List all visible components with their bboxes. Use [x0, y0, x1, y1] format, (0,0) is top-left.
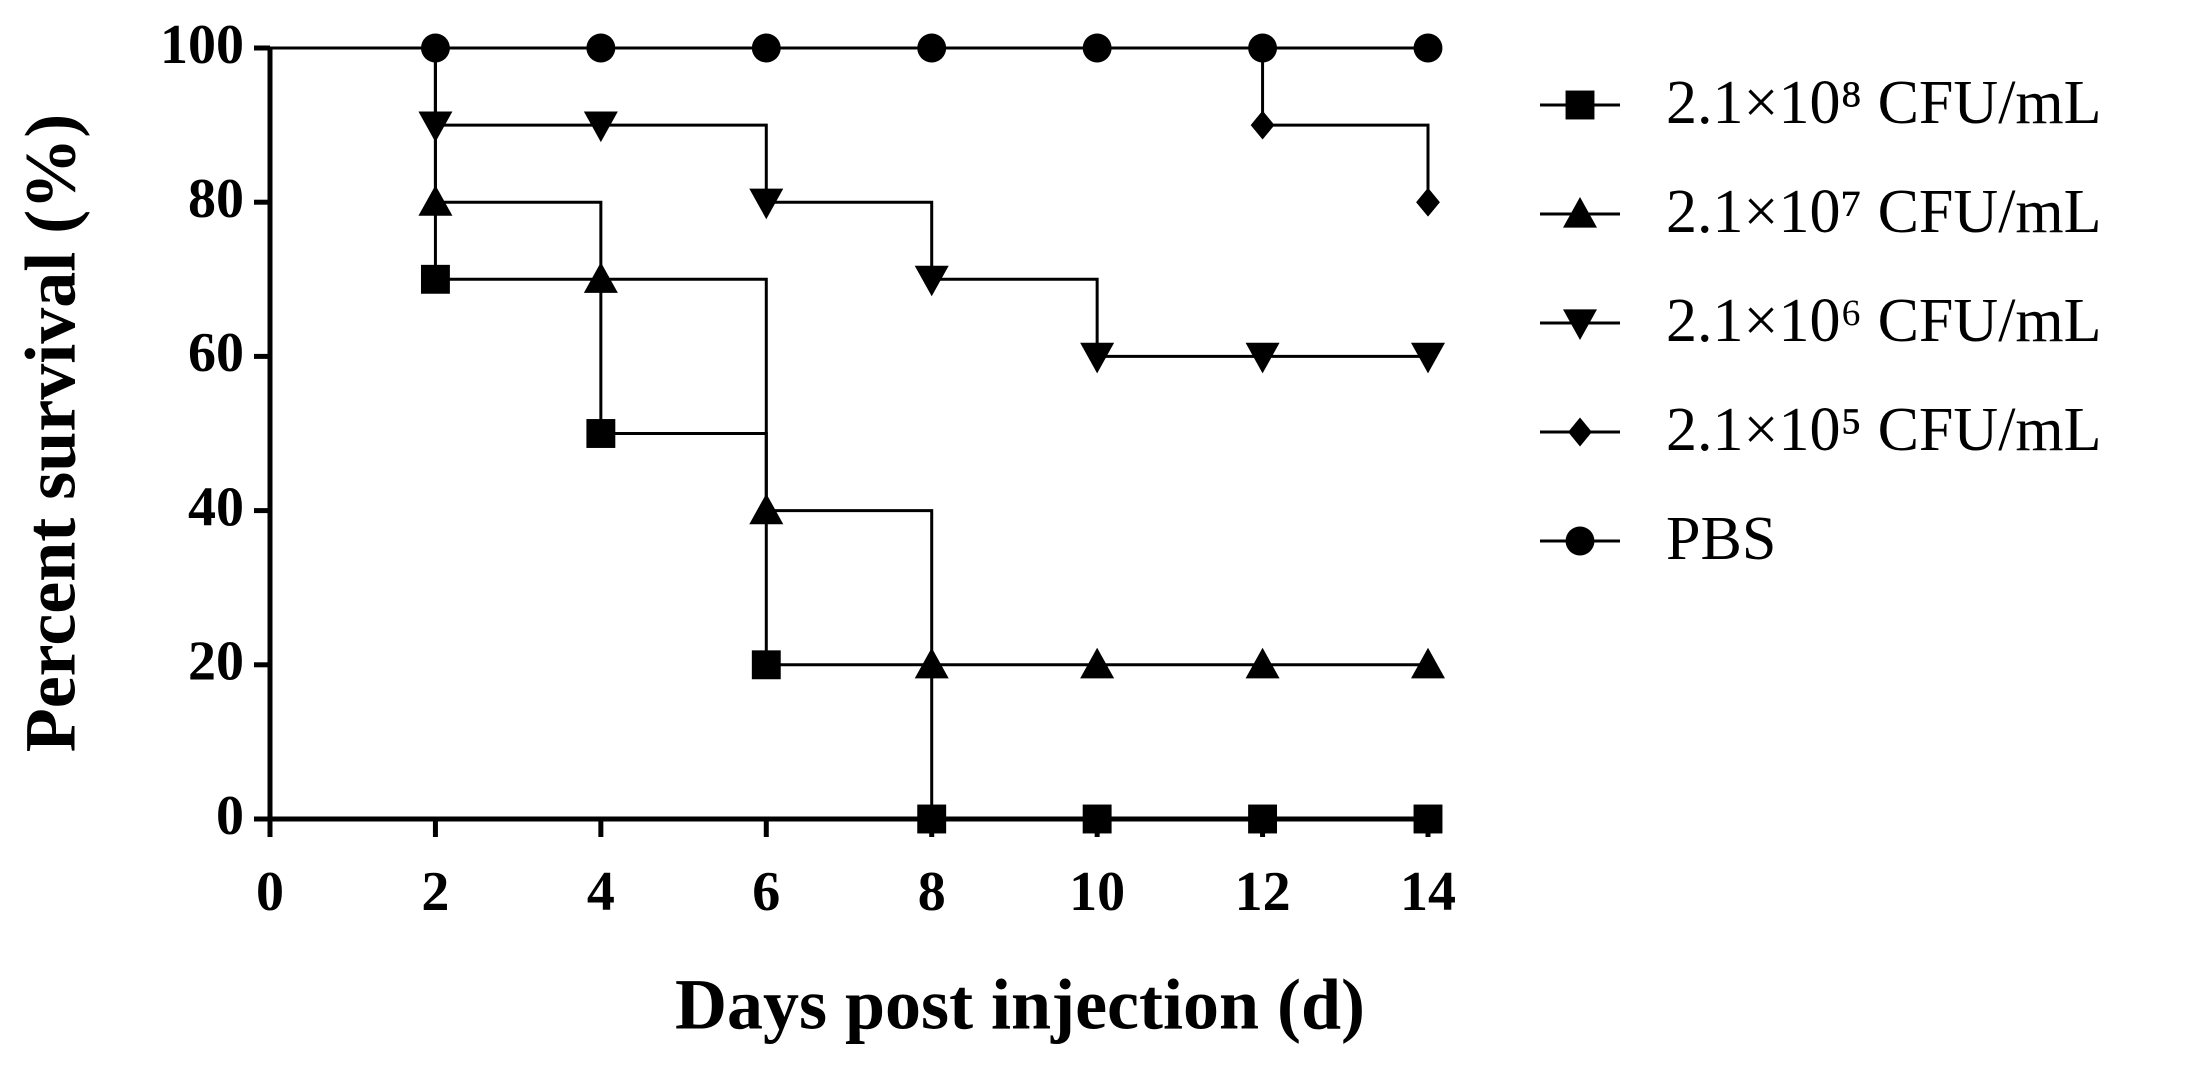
- marker: [1411, 342, 1445, 374]
- legend-label: 2.1×10⁷ CFU/mL: [1666, 178, 2102, 246]
- marker: [1411, 647, 1445, 679]
- x-tick-label: 4: [587, 861, 615, 923]
- y-tick-label: 0: [216, 785, 244, 847]
- marker: [1248, 33, 1278, 63]
- legend-marker: [1563, 197, 1597, 228]
- survival-line: [270, 46, 1428, 667]
- marker: [418, 185, 453, 216]
- x-tick-label: 10: [1069, 861, 1125, 923]
- marker: [1245, 647, 1280, 679]
- x-tick-label: 12: [1235, 861, 1291, 923]
- marker: [1080, 647, 1115, 679]
- survival-line: [270, 46, 1428, 821]
- marker: [586, 33, 616, 63]
- x-tick-label: 8: [918, 861, 946, 923]
- marker: [751, 650, 781, 680]
- marker: [1082, 804, 1112, 834]
- legend-marker: [1568, 417, 1592, 447]
- legend-marker: [1565, 526, 1595, 556]
- marker: [749, 493, 784, 525]
- x-tick-label: 6: [752, 861, 780, 923]
- marker: [420, 264, 450, 294]
- marker: [1413, 804, 1443, 834]
- marker: [914, 647, 949, 679]
- marker: [420, 33, 450, 63]
- marker: [917, 33, 947, 63]
- marker: [1080, 342, 1115, 374]
- marker: [583, 111, 618, 143]
- y-tick-label: 100: [160, 14, 244, 76]
- y-tick-label: 80: [188, 168, 244, 230]
- y-axis-title: Percent survival (%): [11, 114, 91, 753]
- y-tick-label: 40: [188, 476, 244, 538]
- marker: [586, 419, 616, 448]
- x-axis-title: Days post injection (d): [675, 965, 1365, 1045]
- legend-label: 2.1×10⁵ CFU/mL: [1666, 396, 2102, 464]
- legend-label: 2.1×10⁸ CFU/mL: [1666, 69, 2102, 137]
- marker: [1245, 342, 1280, 374]
- marker: [917, 804, 947, 834]
- marker: [418, 111, 453, 143]
- legend-label: PBS: [1666, 505, 1776, 573]
- x-tick-label: 0: [256, 861, 284, 923]
- marker: [1250, 110, 1275, 140]
- x-tick-label: 2: [421, 861, 449, 923]
- marker: [1082, 33, 1112, 63]
- marker: [914, 265, 949, 297]
- y-tick-label: 20: [188, 631, 244, 693]
- legend-label: 2.1×10⁶ CFU/mL: [1666, 287, 2102, 355]
- legend-marker: [1565, 90, 1595, 120]
- x-tick-label: 14: [1400, 861, 1456, 923]
- marker: [1416, 187, 1440, 217]
- legend-marker: [1563, 309, 1597, 340]
- marker: [1248, 804, 1278, 834]
- marker: [1413, 33, 1443, 63]
- y-tick-label: 60: [188, 322, 244, 384]
- marker: [751, 33, 781, 63]
- marker: [749, 188, 784, 220]
- marker: [583, 262, 618, 293]
